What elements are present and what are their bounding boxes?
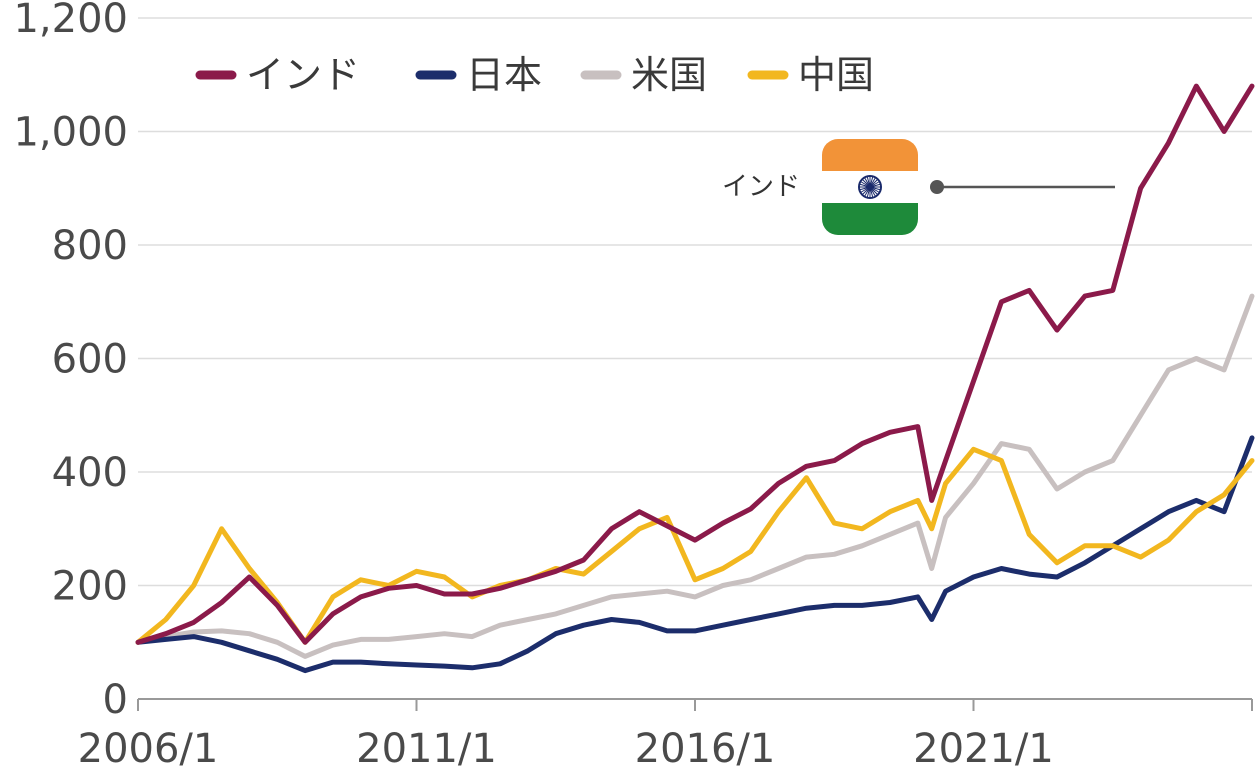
ashoka-chakra-icon xyxy=(858,175,882,199)
series-line xyxy=(135,446,1255,645)
x-tick-label: 2006/1 xyxy=(78,726,219,772)
series-line xyxy=(135,293,1255,659)
y-tick-label: 600 xyxy=(52,337,128,383)
x-tick-label: 2011/1 xyxy=(356,726,497,772)
y-tick-label: 200 xyxy=(52,564,128,610)
india-flag-icon xyxy=(822,139,918,235)
legend: インド 日本 米国 中国 xyxy=(195,53,874,97)
india-callout: インド xyxy=(722,139,1115,235)
x-tick-label: 2021/1 xyxy=(913,726,1054,772)
callout-label: インド xyxy=(722,172,800,202)
x-axis-ticks: 2006/1 2011/1 2016/1 2021/1 xyxy=(78,699,1253,772)
legend-item: インド xyxy=(195,53,360,97)
series-lines xyxy=(135,83,1255,674)
x-tick-label: 2016/1 xyxy=(635,726,776,772)
y-tick-label: 1,200 xyxy=(13,0,128,42)
legend-item: 日本 xyxy=(415,53,542,97)
legend-label: 米国 xyxy=(631,53,707,97)
legend-label: 中国 xyxy=(798,53,874,97)
y-tick-label: 0 xyxy=(103,677,128,723)
legend-label: 日本 xyxy=(466,53,542,97)
y-tick-label: 800 xyxy=(52,223,128,269)
y-tick-label: 400 xyxy=(52,450,128,496)
legend-item: 米国 xyxy=(580,53,707,97)
series-line xyxy=(135,83,1255,645)
grid-lines xyxy=(138,17,1252,700)
series-line xyxy=(135,435,1255,674)
y-axis-ticks: 0 200 400 600 800 1,000 1,200 xyxy=(13,0,128,723)
y-tick-label: 1,000 xyxy=(13,110,128,156)
legend-label: インド xyxy=(246,53,360,97)
legend-item: 中国 xyxy=(747,53,874,97)
